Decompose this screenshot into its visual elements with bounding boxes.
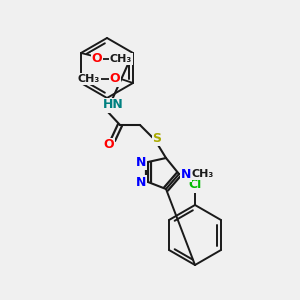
Text: N: N xyxy=(181,167,191,181)
Text: S: S xyxy=(152,131,161,145)
Text: Cl: Cl xyxy=(188,178,202,191)
Text: HN: HN xyxy=(103,98,123,112)
Text: O: O xyxy=(110,73,120,85)
Text: N: N xyxy=(136,155,146,169)
Text: O: O xyxy=(104,139,114,152)
Text: O: O xyxy=(92,52,102,65)
Text: CH₃: CH₃ xyxy=(110,54,132,64)
Text: N: N xyxy=(136,176,146,188)
Text: CH₃: CH₃ xyxy=(78,74,100,84)
Text: CH₃: CH₃ xyxy=(192,169,214,179)
